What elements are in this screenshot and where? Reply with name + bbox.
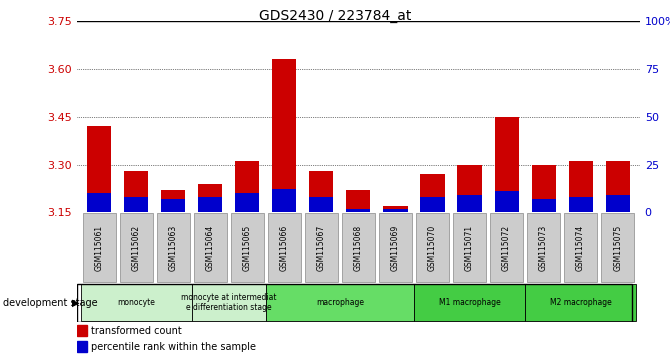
Text: GSM115065: GSM115065 [243,225,252,271]
FancyBboxPatch shape [453,213,486,282]
FancyBboxPatch shape [601,213,634,282]
Bar [273,59,296,212]
Text: ▶: ▶ [72,298,80,308]
FancyBboxPatch shape [268,213,301,282]
Text: GSM115072: GSM115072 [502,225,511,271]
Text: GSM115068: GSM115068 [354,225,363,271]
Bar [235,161,259,212]
Bar [198,184,222,212]
Text: GSM115070: GSM115070 [428,225,437,271]
Bar [310,171,334,212]
Bar [569,161,593,212]
Bar [458,165,482,212]
FancyBboxPatch shape [82,213,116,282]
Bar [235,193,259,212]
Bar [346,209,371,212]
Bar [383,209,407,212]
Bar [124,171,148,212]
Text: macrophage: macrophage [316,298,364,307]
Text: transformed count: transformed count [91,326,182,336]
FancyBboxPatch shape [525,284,636,321]
Bar [569,197,593,212]
FancyBboxPatch shape [230,213,264,282]
Bar [161,199,186,212]
Bar [606,161,630,212]
Bar [77,341,87,353]
Text: M2 macrophage: M2 macrophage [549,298,612,307]
Bar [383,206,407,212]
FancyBboxPatch shape [194,213,227,282]
FancyBboxPatch shape [379,213,412,282]
FancyBboxPatch shape [120,213,153,282]
Text: development stage: development stage [3,298,98,308]
Text: GDS2430 / 223784_at: GDS2430 / 223784_at [259,9,411,23]
Text: GSM115063: GSM115063 [169,225,178,271]
Bar [421,197,444,212]
FancyBboxPatch shape [527,213,560,282]
FancyBboxPatch shape [266,284,414,321]
Text: GSM115071: GSM115071 [465,225,474,271]
FancyBboxPatch shape [305,213,338,282]
Bar [606,195,630,212]
Text: GSM115062: GSM115062 [132,225,141,271]
Text: GSM115066: GSM115066 [280,225,289,271]
Bar [87,126,111,212]
Bar [273,189,296,212]
Bar [161,190,186,212]
Text: GSM115073: GSM115073 [539,225,548,271]
Bar [531,199,555,212]
Bar [494,117,519,212]
FancyBboxPatch shape [564,213,597,282]
Bar [77,325,87,336]
Text: GSM115069: GSM115069 [391,225,400,271]
Text: GSM115067: GSM115067 [317,225,326,271]
FancyBboxPatch shape [490,213,523,282]
FancyBboxPatch shape [416,213,449,282]
Bar [494,192,519,212]
Bar [310,197,334,212]
Bar [458,195,482,212]
FancyBboxPatch shape [81,284,192,321]
Bar [198,197,222,212]
Text: M1 macrophage: M1 macrophage [439,298,500,307]
Text: percentile rank within the sample: percentile rank within the sample [91,342,256,352]
FancyBboxPatch shape [414,284,525,321]
Bar [346,190,371,212]
Text: GSM115061: GSM115061 [94,225,104,271]
Text: monocyte: monocyte [117,298,155,307]
FancyBboxPatch shape [192,284,266,321]
FancyBboxPatch shape [157,213,190,282]
Bar [421,174,444,212]
Bar [87,193,111,212]
Text: GSM115074: GSM115074 [576,225,585,271]
Text: GSM115064: GSM115064 [206,225,215,271]
Bar [531,165,555,212]
Text: GSM115075: GSM115075 [613,225,622,271]
Text: monocyte at intermediat
e differentiation stage: monocyte at intermediat e differentiatio… [181,293,277,312]
FancyBboxPatch shape [342,213,375,282]
Bar [124,197,148,212]
